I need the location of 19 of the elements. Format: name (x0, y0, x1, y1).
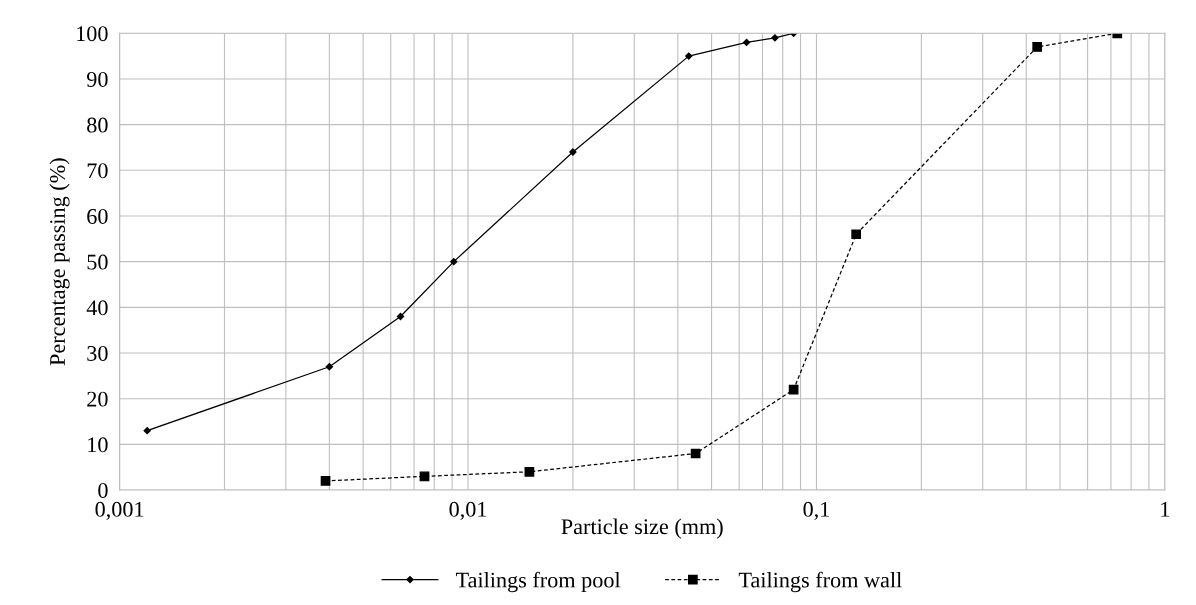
x-tick-label: 0,01 (449, 501, 487, 520)
legend-label: Tailings from pool (455, 571, 621, 593)
y-tick-label: 50 (87, 254, 108, 270)
y-tick-label: 40 (86, 300, 108, 316)
y-tick-label: 30 (87, 345, 108, 361)
y-tick-label: 80 (87, 117, 108, 133)
y-tick-label: 90 (86, 71, 108, 87)
legend-label: Tailings from wall (738, 571, 902, 593)
y-tick-label: 0 (98, 482, 108, 498)
y-tick-label: 10 (88, 437, 108, 453)
y-axis-title: Percentage passing (%) (49, 158, 70, 366)
x-tick-label: 1 (1161, 501, 1170, 517)
y-tick-label: 20 (87, 391, 108, 407)
y-tick-label: 60 (87, 208, 108, 224)
x-tick-label: 0,001 (95, 501, 144, 520)
y-tick-label: 100 (77, 26, 108, 42)
y-tick-label: 70 (87, 163, 108, 179)
x-axis-title: Particle size (mm) (561, 518, 723, 539)
x-tick-label: 0,1 (803, 501, 830, 520)
